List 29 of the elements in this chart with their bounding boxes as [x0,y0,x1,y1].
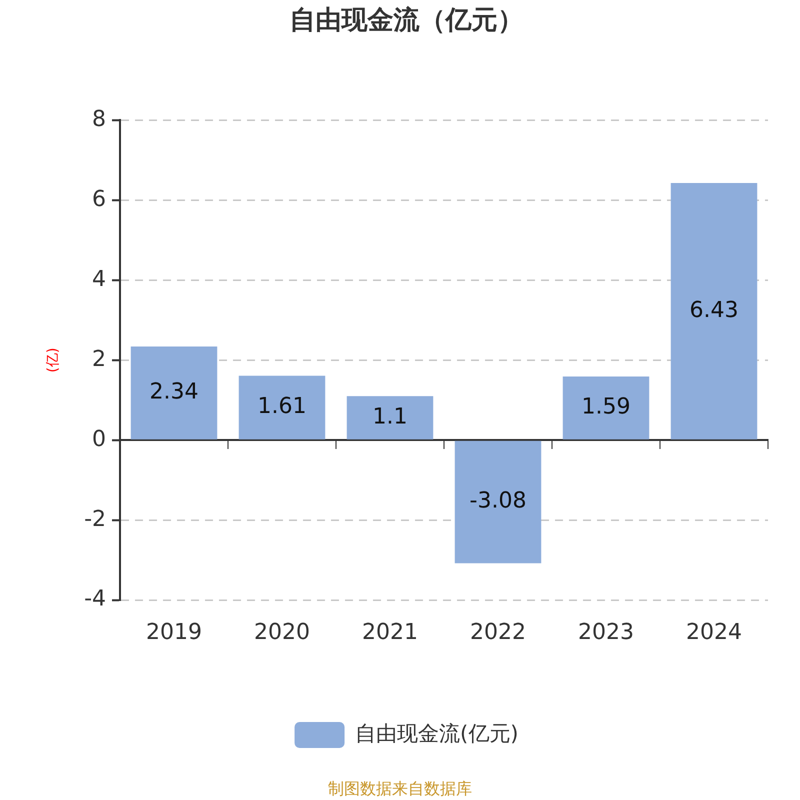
x-tick-label: 2022 [470,620,526,645]
data-label: -3.08 [470,488,526,514]
y-tick-label: -4 [84,586,106,612]
data-label: 2.34 [150,380,198,405]
data-label: 1.59 [582,394,630,420]
data-label: 1.1 [372,404,408,430]
bar [238,376,326,440]
x-tick-label: 2019 [146,620,202,645]
x-tick-label: 2023 [578,620,634,645]
y-axis-title: (亿) [45,348,62,373]
text: 制图数据来自数据库 [328,779,472,798]
data-label: 6.43 [690,298,738,323]
legend-label: 自由现金流(亿元) [355,721,518,746]
bar [130,346,218,440]
y-tick-label: 6 [92,186,106,212]
x-tick-label: 2021 [362,620,418,645]
data-label: 1.61 [258,394,306,420]
y-tick-label: 2 [92,346,106,372]
bar [670,182,758,440]
y-tick-label: 4 [92,266,106,292]
bar [562,376,650,440]
x-tick-label: 2020 [254,620,310,645]
y-tick-label: 8 [92,106,106,132]
chart-title: 自由现金流（亿元） [290,5,524,36]
x-tick-label: 2024 [686,620,742,645]
bar [454,440,542,564]
y-tick-label: 0 [92,426,106,452]
bar [346,396,434,440]
y-tick-label: -2 [84,506,106,532]
